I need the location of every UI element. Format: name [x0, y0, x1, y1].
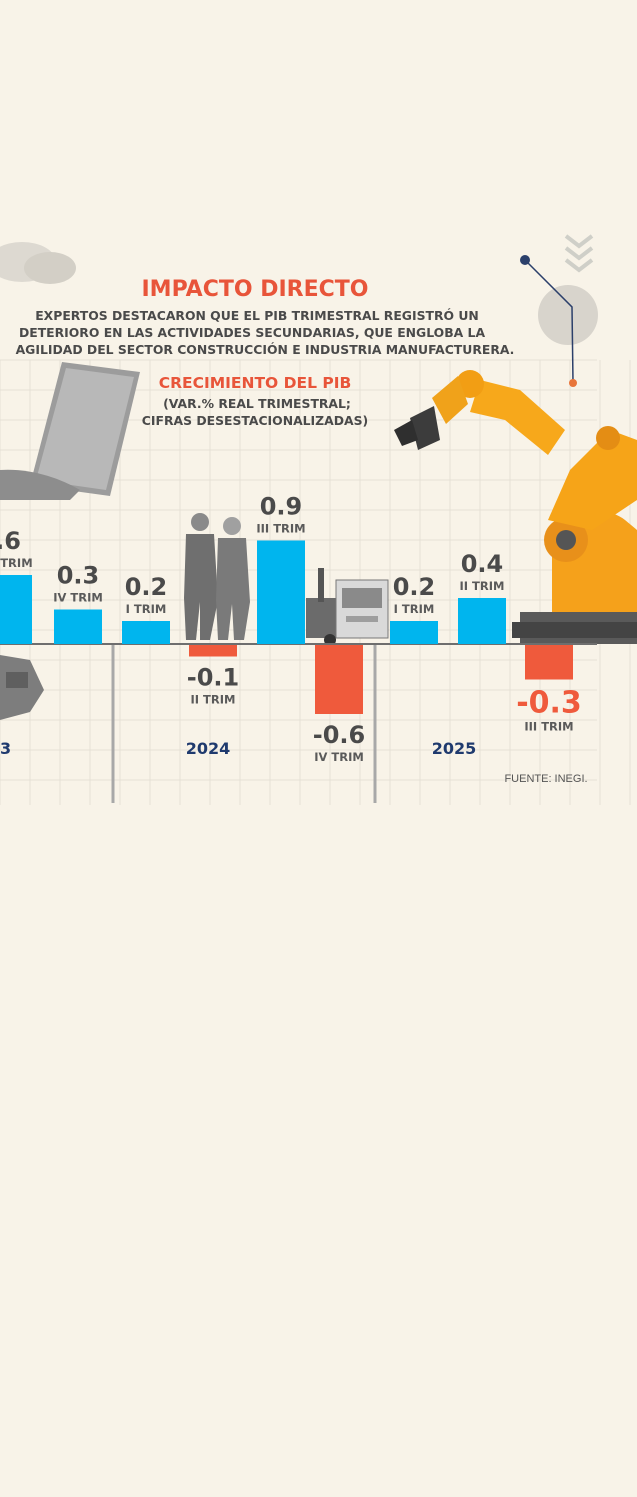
quarter-label: IV TRIM — [314, 750, 364, 764]
robotic-arm-illustration — [394, 370, 637, 644]
quarter-label: II TRIM — [460, 579, 505, 593]
quarter-label: IV TRIM — [53, 591, 103, 605]
bar-value-label: 0.2 — [125, 573, 168, 601]
bar — [525, 645, 573, 680]
laptop-in-hand-illustration — [0, 362, 140, 500]
chevron-icon — [564, 234, 594, 273]
quarter-label: III TRIM — [524, 720, 573, 734]
decorative-circle — [520, 255, 598, 387]
bar — [257, 540, 305, 644]
description-line-3: AGILIDAD DEL SECTOR CONSTRUCCIÓN E INDUS… — [16, 342, 515, 357]
truck-illustration — [306, 568, 389, 646]
bar — [189, 645, 237, 657]
bar-value-label: 0.2 — [393, 573, 436, 601]
year-separators — [111, 645, 377, 803]
bar-value-label: 0.4 — [461, 550, 504, 578]
chart-subtitle-line-1: (VAR.% REAL TRIMESTRAL; — [163, 396, 351, 411]
bar — [0, 575, 32, 644]
quarter-label: III TRIM — [256, 522, 305, 536]
year-label-2024: 2024 — [186, 739, 231, 758]
quarter-label: I TRIM — [126, 602, 167, 616]
quarter-label: III TRIM — [0, 556, 33, 570]
chart-subtitle-line-2: CIFRAS DESESTACIONALIZADAS) — [142, 413, 368, 428]
year-label-2023: 3 — [0, 739, 11, 758]
description: EXPERTOS DESTACARON QUE EL PIB TRIMESTRA… — [16, 308, 515, 357]
chart-title: CRECIMIENTO DEL PIB — [159, 374, 352, 392]
source-note: FUENTE: INEGI. — [504, 773, 587, 785]
bar-value-label: -0.3 — [516, 686, 582, 721]
quarter-label: II TRIM — [191, 693, 236, 707]
bar-value-label: 0.3 — [57, 562, 100, 590]
quarter-label: I TRIM — [394, 602, 435, 616]
bar — [122, 621, 170, 644]
bar — [315, 645, 363, 714]
machine-part-illustration — [0, 655, 44, 720]
bar — [390, 621, 438, 644]
cloud-illustration — [0, 242, 76, 284]
bar — [458, 598, 506, 644]
page-title: IMPACTO DIRECTO — [142, 277, 369, 302]
bar-value-label: -0.1 — [187, 664, 239, 692]
year-label-2025: 2025 — [432, 739, 477, 758]
bar-value-label: 0.9 — [260, 493, 303, 521]
workers-illustration — [184, 513, 250, 640]
description-line-2: DETERIORO EN LAS ACTIVIDADES SECUNDARIAS… — [19, 325, 485, 340]
bar — [54, 609, 102, 644]
bar-value-label: -0.6 — [313, 721, 365, 749]
bar-value-label: .6 — [0, 527, 21, 555]
description-line-1: EXPERTOS DESTACARON QUE EL PIB TRIMESTRA… — [35, 308, 479, 323]
